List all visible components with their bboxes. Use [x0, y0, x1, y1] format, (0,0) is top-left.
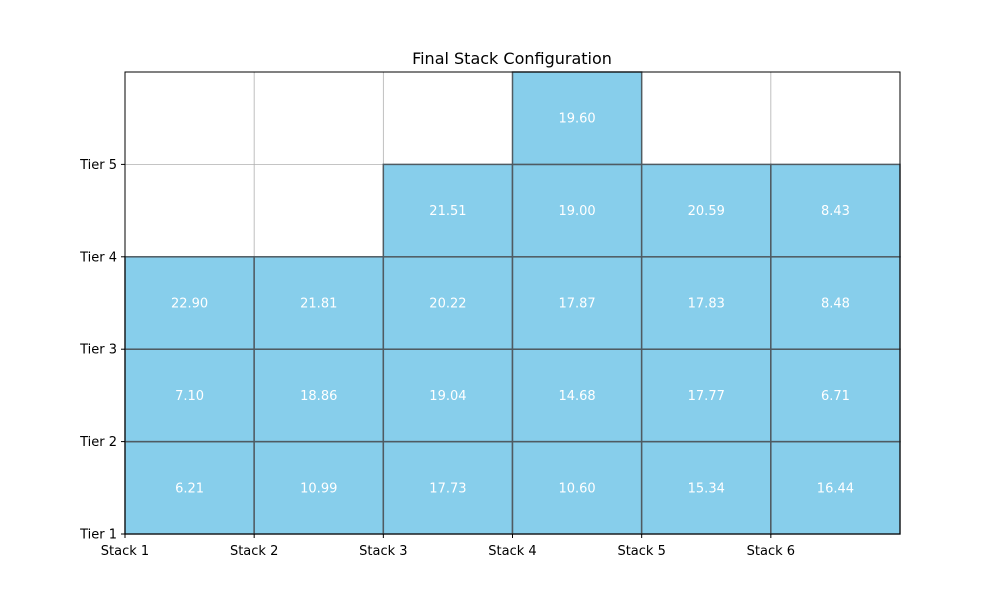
- cell-value-label: 21.81: [300, 297, 337, 312]
- cell-value-label: 8.48: [821, 297, 850, 312]
- stack-cell: [770, 348, 901, 443]
- stack-cell: [511, 440, 643, 535]
- x-axis-ticks: Stack 1 Stack 2 Stack 3 Stack 4 Stack 5 Stack…: [101, 534, 795, 559]
- cell-value-label: 16.44: [817, 481, 854, 496]
- cell-value-label: 10.99: [300, 481, 337, 496]
- y-tick-label: Tier 4: [79, 250, 117, 265]
- stack-cell: [640, 440, 772, 535]
- x-tick-label: Stack 3: [359, 544, 407, 559]
- cell-value-label: 21.51: [429, 204, 466, 219]
- cell-value-label: 17.77: [688, 389, 725, 404]
- x-tick-label: Stack 4: [488, 544, 536, 559]
- y-tick-label: Tier 2: [79, 435, 117, 450]
- cell-value-label: 19.60: [558, 112, 595, 127]
- y-axis-ticks: Tier 1 Tier 2 Tier 3 Tier 4 Tier 5: [79, 158, 125, 543]
- cell-value-label: 17.87: [558, 297, 595, 312]
- stack-cell: [511, 348, 643, 443]
- cell-value-label: 15.34: [688, 481, 725, 496]
- stack-cell: [770, 440, 901, 535]
- cell-value-label: 20.59: [688, 204, 725, 219]
- x-tick-label: Stack 6: [747, 544, 795, 559]
- stack-cell: [640, 256, 772, 350]
- cell-value-label: 19.04: [429, 389, 466, 404]
- cell-value-label: 6.71: [821, 389, 850, 404]
- stack-cell: [511, 256, 643, 350]
- cell-value-label: 7.10: [175, 389, 204, 404]
- stack-cell: [770, 163, 901, 258]
- stack-cell: [253, 256, 385, 350]
- cell-value-label: 19.00: [558, 204, 595, 219]
- cell-value-label: 17.73: [429, 481, 466, 496]
- cell-value-label: 14.68: [558, 389, 595, 404]
- x-tick-label: Stack 1: [101, 544, 149, 559]
- x-tick-label: Stack 2: [230, 544, 278, 559]
- cell-value-label: 10.60: [558, 481, 595, 496]
- stack-cell: [253, 440, 385, 535]
- cell-value-label: 22.90: [171, 297, 208, 312]
- cell-value-label: 17.83: [688, 297, 725, 312]
- y-tick-label: Tier 3: [79, 343, 117, 358]
- chart-title: Final Stack Configuration: [412, 49, 612, 68]
- stack-cell: [124, 348, 255, 443]
- stack-cell: [640, 163, 772, 258]
- stack-cell: [382, 163, 514, 258]
- stack-cell: [253, 348, 385, 443]
- y-tick-label: Tier 5: [79, 158, 117, 173]
- y-tick-label: Tier 1: [79, 528, 117, 543]
- cell-value-label: 20.22: [429, 297, 466, 312]
- stack-cell: [382, 256, 514, 350]
- stack-cell: [124, 440, 255, 535]
- stack-cell: [770, 256, 901, 350]
- stack-cells: 6.21 7.10 22.90 10.99 18.86 21.81 17.73 19.04 20…: [124, 71, 901, 535]
- x-tick-label: Stack 5: [617, 544, 665, 559]
- stack-cell: [511, 71, 643, 166]
- cell-value-label: 18.86: [300, 389, 337, 404]
- cell-value-label: 8.43: [821, 204, 850, 219]
- cell-value-label: 6.21: [175, 481, 204, 496]
